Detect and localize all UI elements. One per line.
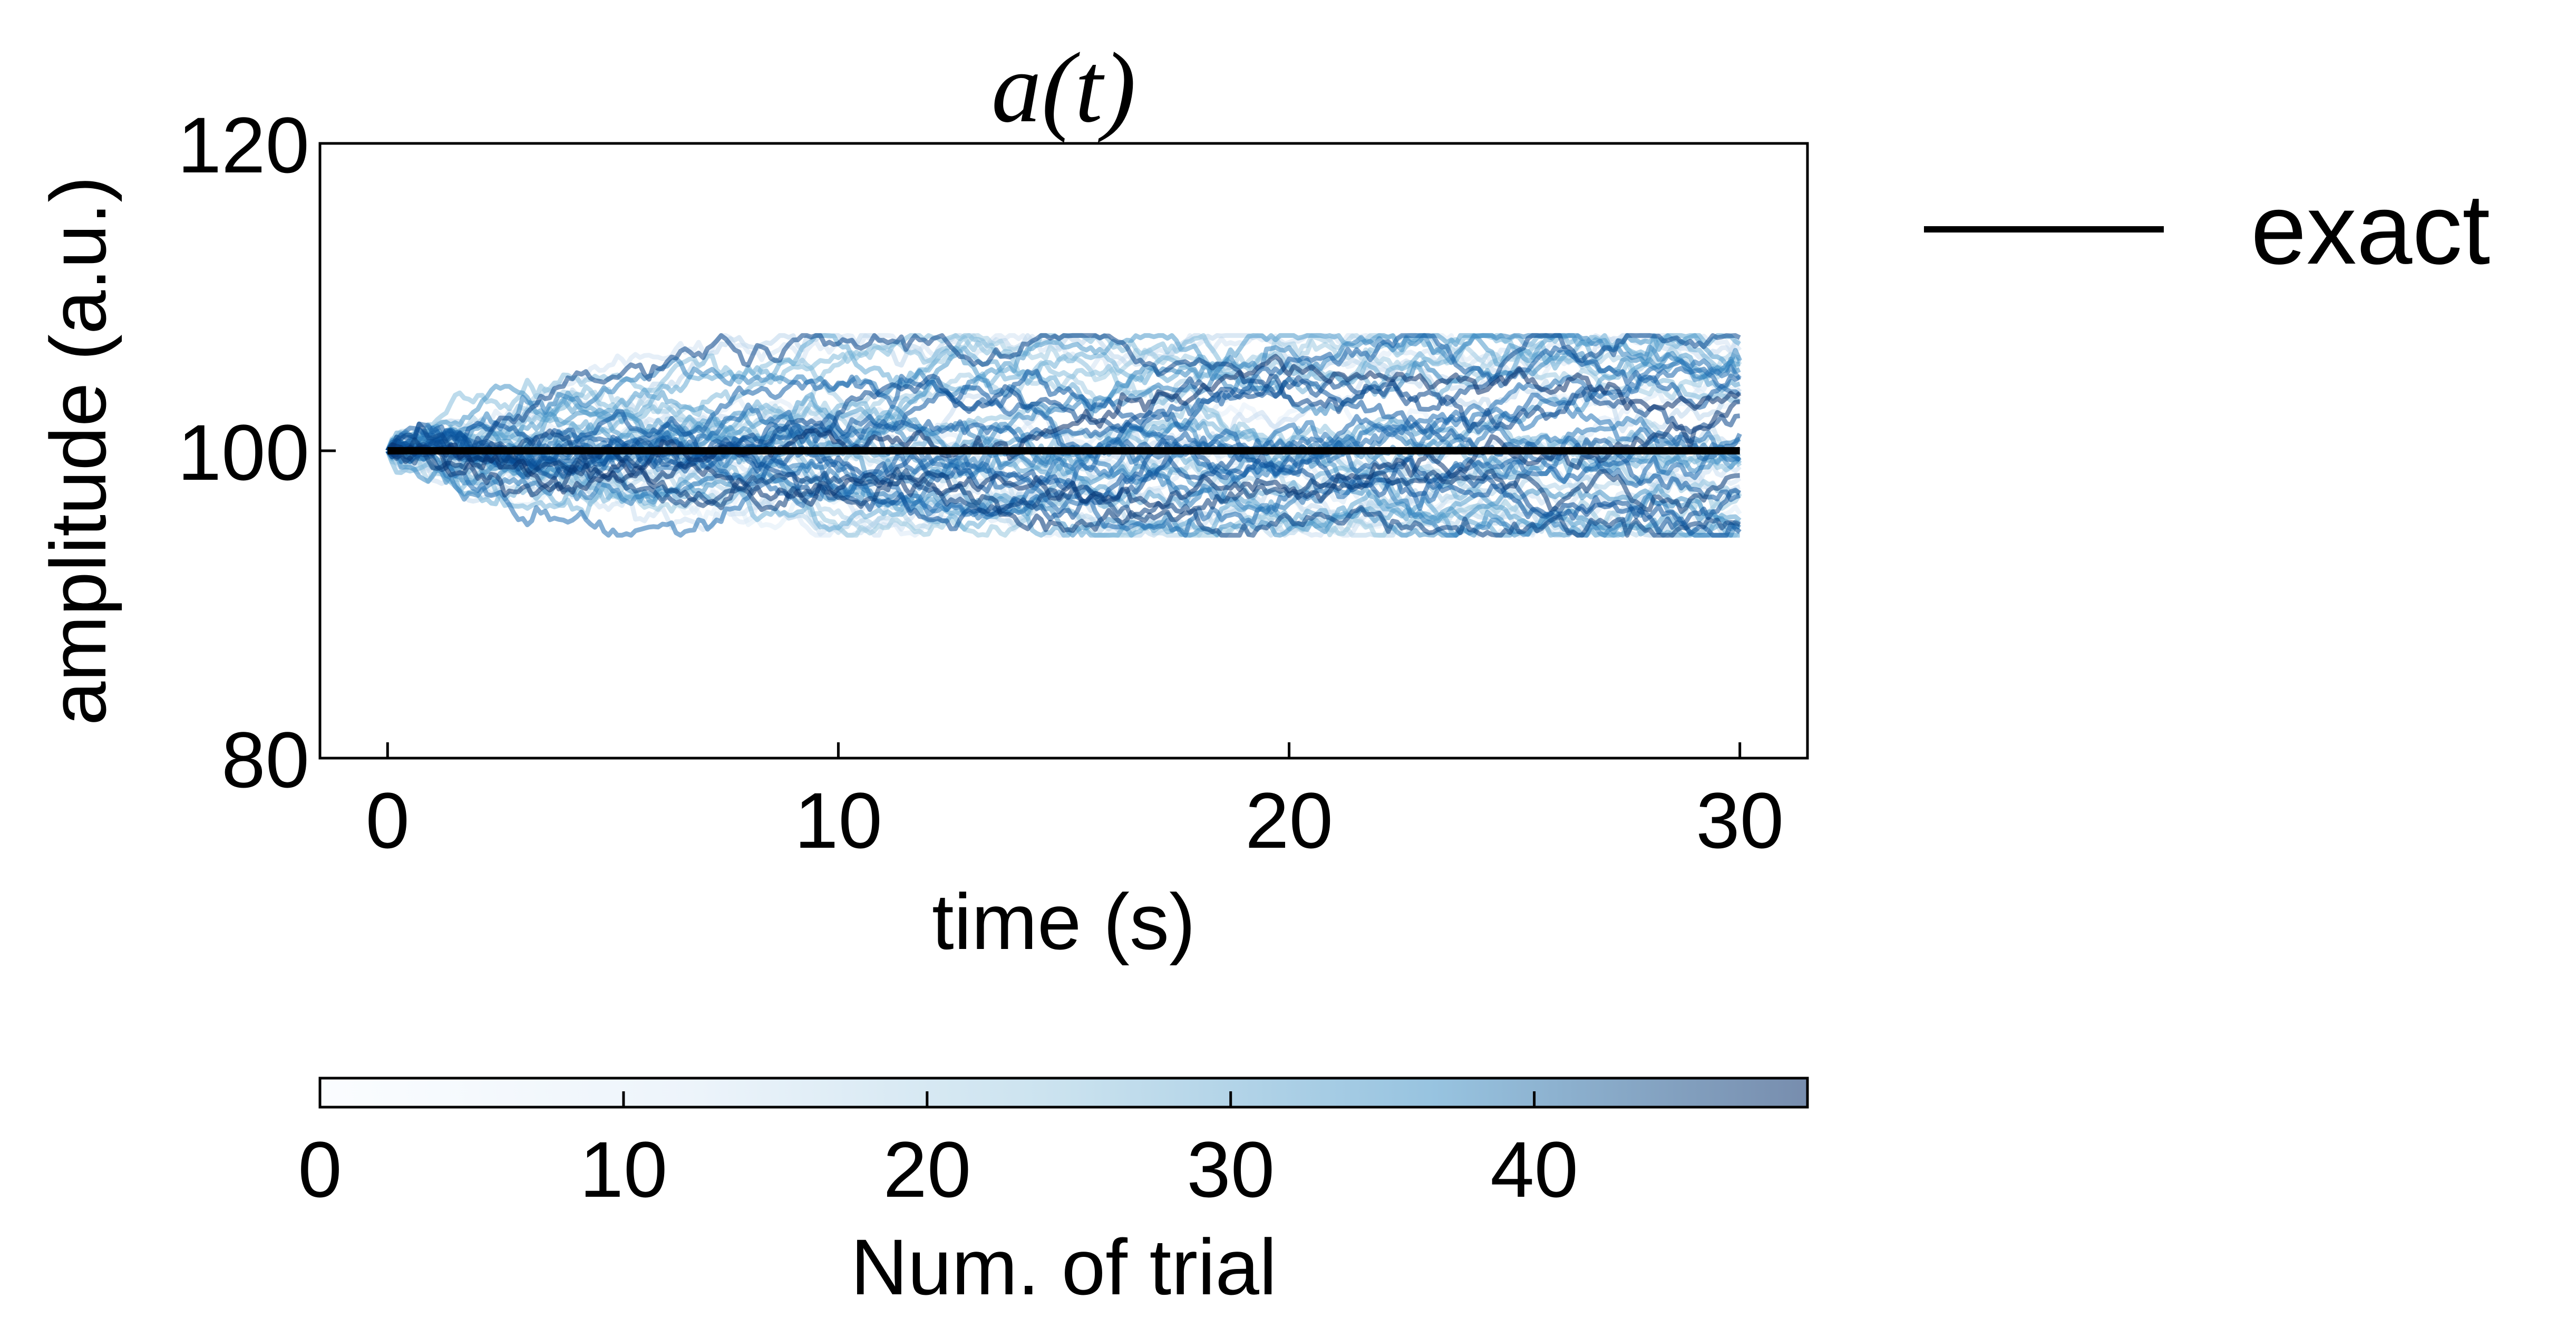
x-tick-label: 0 — [366, 776, 410, 865]
trial-line — [387, 402, 1742, 538]
colorbar-fill — [320, 1078, 1807, 1107]
y-tick-label: 80 — [221, 715, 309, 804]
y-axis-label: amplitude (a.u.) — [34, 176, 122, 725]
colorbar-tick-label: 30 — [1187, 1125, 1275, 1214]
trial-line — [385, 397, 1742, 538]
colorbar-tick-label: 10 — [579, 1125, 667, 1214]
x-axis-label: time (s) — [932, 877, 1195, 966]
trial-line — [385, 354, 1742, 495]
colorbar-tick-label: 0 — [298, 1125, 342, 1214]
chart-title: a(t) — [991, 33, 1136, 143]
x-tick-label: 30 — [1696, 776, 1784, 865]
colorbar-label: Num. of trial — [851, 1223, 1277, 1311]
colorbar-ticks: 0 10 20 30 40 — [298, 1091, 1578, 1214]
x-tick-label: 20 — [1245, 776, 1333, 865]
x-tick-label: 10 — [794, 776, 882, 865]
colorbar-tick-label: 40 — [1490, 1125, 1578, 1214]
colorbar-tick-label: 20 — [883, 1125, 971, 1214]
y-axis-ticks: 80 100 120 — [178, 101, 336, 804]
trial-line — [386, 399, 1741, 509]
trial-lines — [385, 333, 1742, 538]
x-axis-ticks: 0 10 20 30 — [366, 742, 1784, 865]
legend-label-exact: exact — [2251, 173, 2490, 285]
trial-line — [387, 366, 1742, 490]
trial-line — [386, 333, 1741, 461]
legend: exact — [1924, 173, 2490, 285]
y-tick-label: 120 — [178, 101, 309, 189]
y-tick-label: 100 — [178, 408, 309, 497]
colorbar: 0 10 20 30 40 Num. of trial — [298, 1077, 1809, 1311]
